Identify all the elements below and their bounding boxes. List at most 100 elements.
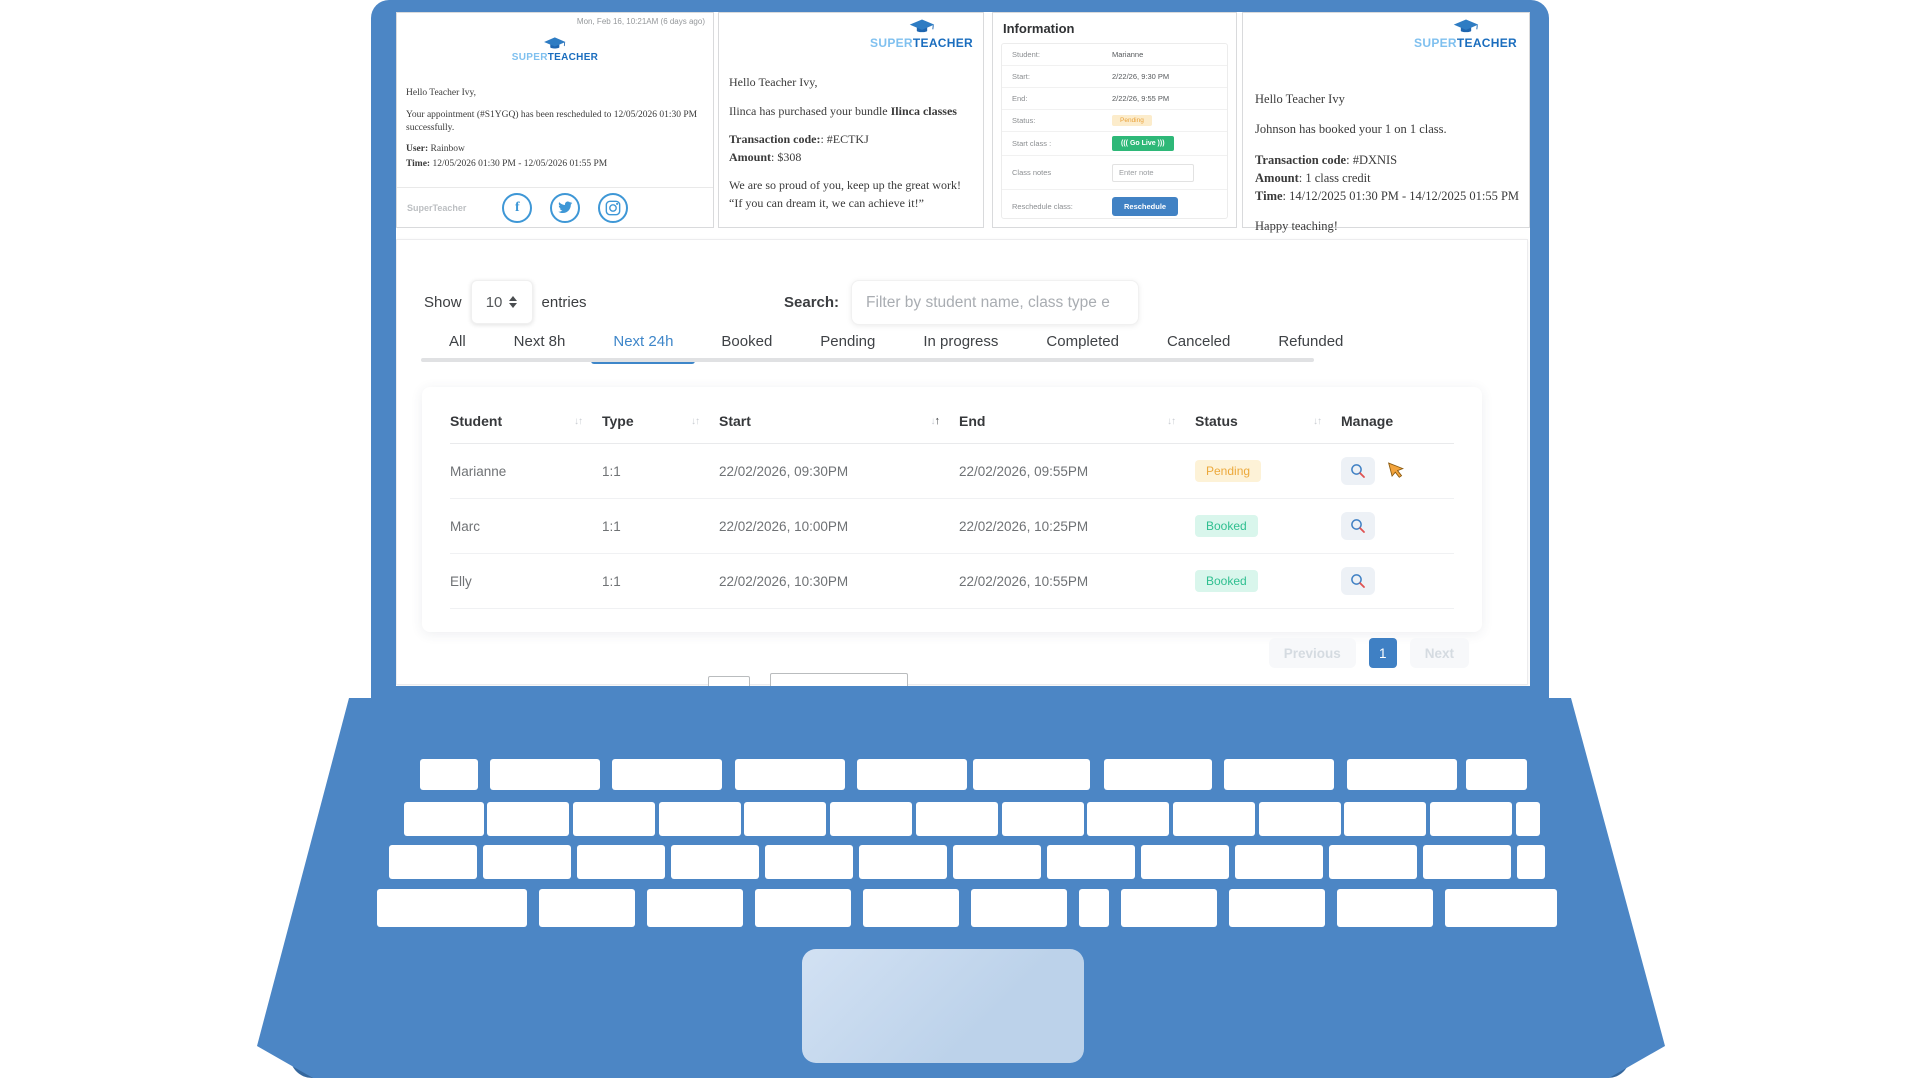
header-status[interactable]: Status ↓↑: [1195, 407, 1341, 444]
tab-all[interactable]: All: [449, 333, 466, 350]
tab-next-24h[interactable]: Next 24h: [589, 326, 697, 364]
user-label: User:: [406, 144, 429, 155]
keyboard-key: [1423, 845, 1511, 879]
keyboard-key: [857, 759, 967, 790]
information-panel: Information Student: Marianne Start: 2/2…: [992, 12, 1237, 228]
header-start[interactable]: Start ↓↑: [719, 407, 959, 444]
panel-title: Information: [1003, 21, 1075, 36]
view-class-button[interactable]: [1341, 457, 1375, 485]
time-value: 12/05/2026 01:30 PM - 12/05/2026 01:55 P…: [432, 159, 608, 170]
cell-student: Marianne: [450, 443, 602, 499]
sort-icon[interactable]: ↓↑: [574, 415, 583, 427]
status-filter-tabs: All Next 8h Next 24h Booked Pending In p…: [425, 326, 1367, 364]
tab-next-8h[interactable]: Next 8h: [513, 333, 566, 350]
keyboard-key: [612, 759, 722, 790]
pagination: Previous 1 Next: [1268, 638, 1469, 668]
info-row-start-class: Start class : ((( Go Live ))): [1002, 132, 1227, 156]
instagram-icon[interactable]: [598, 192, 629, 223]
class-notes-input[interactable]: [1112, 163, 1194, 182]
tab-refunded[interactable]: Refunded: [1278, 333, 1344, 350]
field-label: Status:: [1012, 116, 1036, 125]
current-page-button[interactable]: 1: [1368, 638, 1397, 668]
proud-line: We are so proud of you, keep up the grea…: [729, 178, 961, 193]
facebook-icon[interactable]: f: [502, 192, 533, 223]
field-label: Student:: [1012, 50, 1040, 59]
info-row-reschedule: Reschedule class: Reschedule: [1002, 190, 1227, 222]
tab-canceled[interactable]: Canceled: [1166, 333, 1231, 350]
info-row-end: End: 2/22/26, 9:55 PM: [1002, 88, 1227, 110]
tx-value: : #DXNIS: [1346, 152, 1398, 167]
field-label: Reschedule class:: [1012, 201, 1073, 211]
purchase-bundle: Ilinca classes: [890, 103, 957, 118]
time-label: Time:: [406, 159, 431, 170]
page-size-select[interactable]: 10: [470, 280, 533, 324]
view-class-button[interactable]: [1341, 567, 1375, 595]
keyboard-key: [916, 802, 998, 836]
info-row-start: Start: 2/22/26, 9:30 PM: [1002, 66, 1227, 88]
previous-page-button[interactable]: Previous: [1268, 638, 1356, 668]
email-card-reschedule: Mon, Feb 16, 10:21AM (6 days ago) SUPERT…: [396, 12, 714, 228]
email-footer: SuperTeacher f: [397, 187, 713, 227]
field-label: End:: [1012, 94, 1028, 103]
status-badge: Pending: [1112, 115, 1152, 126]
tx-value: : #ECTKJ: [820, 132, 869, 147]
sort-icon[interactable]: ↓↑: [691, 415, 700, 427]
table-row: Marianne 1:1 22/02/2026, 09:30PM 22/02/2…: [450, 443, 1454, 499]
laptop-screen-bezel: Mon, Feb 16, 10:21AM (6 days ago) SUPERT…: [371, 0, 1549, 698]
brand-teacher: TEACHER: [547, 52, 599, 63]
email-card-purchase: SUPERTEACHER Hello Teacher Ivy, Ilinca h…: [718, 12, 984, 228]
sort-icon[interactable]: ↓↑: [1313, 415, 1322, 427]
facebook-letter: f: [515, 199, 520, 215]
tab-pending[interactable]: Pending: [820, 333, 876, 350]
magnifier-icon: [1351, 519, 1365, 533]
page-size-value: 10: [485, 293, 503, 311]
classes-table-card: Student ↓↑ Type ↓↑ Start ↓↑ End ↓↑ Status ↓↑ …: [422, 387, 1482, 632]
laptop-screen: Mon, Feb 16, 10:21AM (6 days ago) SUPERT…: [396, 12, 1530, 686]
graduation-cap-icon: [909, 19, 934, 33]
search-input[interactable]: [851, 280, 1140, 325]
header-student[interactable]: Student ↓↑: [450, 407, 602, 444]
cell-type: 1:1: [602, 498, 719, 554]
keyboard-key: [1259, 802, 1341, 836]
keyboard-key: [420, 759, 478, 790]
header-end[interactable]: End ↓↑: [959, 407, 1195, 444]
show-label: Show: [424, 293, 462, 311]
keyboard-key: [490, 759, 600, 790]
sort-icon-active[interactable]: ↓↑: [930, 415, 940, 427]
keyboard-key: [1121, 889, 1217, 927]
twitter-icon[interactable]: [550, 192, 581, 223]
tab-booked[interactable]: Booked: [721, 333, 773, 350]
reschedule-button[interactable]: Reschedule: [1112, 196, 1179, 216]
footer-brand: SuperTeacher: [407, 202, 467, 213]
keyboard-key: [765, 845, 853, 879]
email-body-text: Your appointment (#S1YGQ) has been resch…: [406, 109, 698, 133]
header-type[interactable]: Type ↓↑: [602, 407, 719, 444]
keyboard-key: [577, 845, 665, 879]
amount-value: : $308: [771, 149, 802, 164]
keyboard-key: [573, 802, 655, 836]
sort-icon[interactable]: ↓↑: [1167, 415, 1176, 427]
keyboard-key: [755, 889, 851, 927]
superteacher-logo: SUPERTEACHER: [870, 19, 973, 50]
keyboard-key: [647, 889, 743, 927]
keyboard-key: [404, 802, 484, 836]
keyboard-key: [971, 889, 1067, 927]
keyboard-key: [1235, 845, 1323, 879]
keyboard-key: [487, 802, 569, 836]
keyboard-key: [1173, 802, 1255, 836]
field-value: Marianne: [1112, 50, 1144, 59]
table-row: Marc 1:1 22/02/2026, 10:00PM 22/02/2026,…: [450, 498, 1454, 554]
select-arrows-icon: [509, 296, 518, 308]
keyboard-key: [1347, 759, 1457, 790]
keyboard-key: [1329, 845, 1417, 879]
tab-completed[interactable]: Completed: [1046, 333, 1119, 350]
next-page-button[interactable]: Next: [1409, 638, 1469, 668]
cell-end: 22/02/2026, 09:55PM: [959, 443, 1195, 499]
keyboard-key: [483, 845, 571, 879]
go-live-button[interactable]: ((( Go Live ))): [1112, 136, 1174, 151]
time-label: Time: [1255, 189, 1283, 203]
view-class-button[interactable]: [1341, 512, 1375, 540]
keyboard-key: [1516, 802, 1540, 836]
tab-in-progress[interactable]: In progress: [923, 333, 999, 350]
status-badge: Booked: [1195, 515, 1258, 537]
